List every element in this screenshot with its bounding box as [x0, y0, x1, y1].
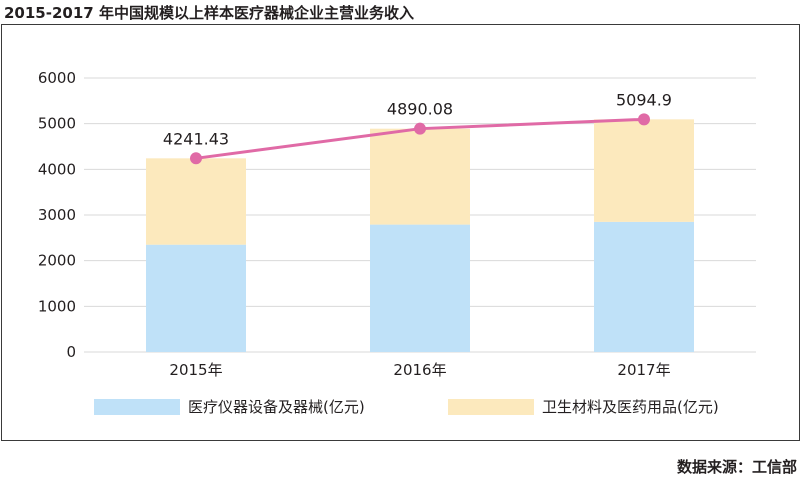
bar-materials [594, 119, 694, 222]
bar-equipment [594, 221, 694, 352]
total-data-label: 4241.43 [163, 129, 229, 148]
y-tick-label: 0 [66, 343, 76, 361]
legend-swatch-materials [448, 398, 534, 415]
data-source: 数据来源：工信部 [676, 458, 797, 476]
x-tick-label: 2015年 [169, 361, 222, 379]
y-tick-label: 2000 [38, 252, 76, 270]
chart-title: 2015-2017 年中国规模以上样本医疗器械企业主营业务收入 [4, 4, 414, 22]
total-data-label: 4890.08 [387, 100, 453, 119]
y-tick-label: 4000 [38, 160, 76, 178]
x-tick-label: 2016年 [393, 361, 446, 379]
total-point [638, 113, 650, 126]
bar-equipment [370, 224, 470, 352]
bar-materials [370, 128, 470, 225]
y-tick-label: 1000 [38, 297, 76, 315]
y-tick-label: 5000 [38, 115, 76, 133]
legend-label-materials: 卫生材料及医药用品(亿元) [542, 398, 719, 416]
total-data-label: 5094.9 [616, 90, 672, 109]
total-point [414, 122, 426, 135]
legend-item-materials: 卫生材料及医药用品(亿元) [448, 396, 719, 417]
y-tick-label: 3000 [38, 206, 76, 224]
y-tick-label: 6000 [38, 69, 76, 87]
chart-plot: 0 1000 2000 3000 4000 5000 6000 2015年 2016年 2017年… [38, 69, 756, 379]
bar-materials [146, 158, 246, 245]
legend-label-equipment: 医疗仪器设备及器械(亿元) [188, 398, 365, 416]
total-point [190, 152, 202, 165]
bar-equipment [146, 244, 246, 352]
legend-item-equipment: 医疗仪器设备及器械(亿元) [94, 396, 365, 417]
x-tick-label: 2017年 [617, 361, 670, 379]
legend-swatch-equipment [94, 398, 180, 415]
chart-legend: 医疗仪器设备及器械(亿元) 卫生材料及医药用品(亿元) [0, 396, 803, 416]
